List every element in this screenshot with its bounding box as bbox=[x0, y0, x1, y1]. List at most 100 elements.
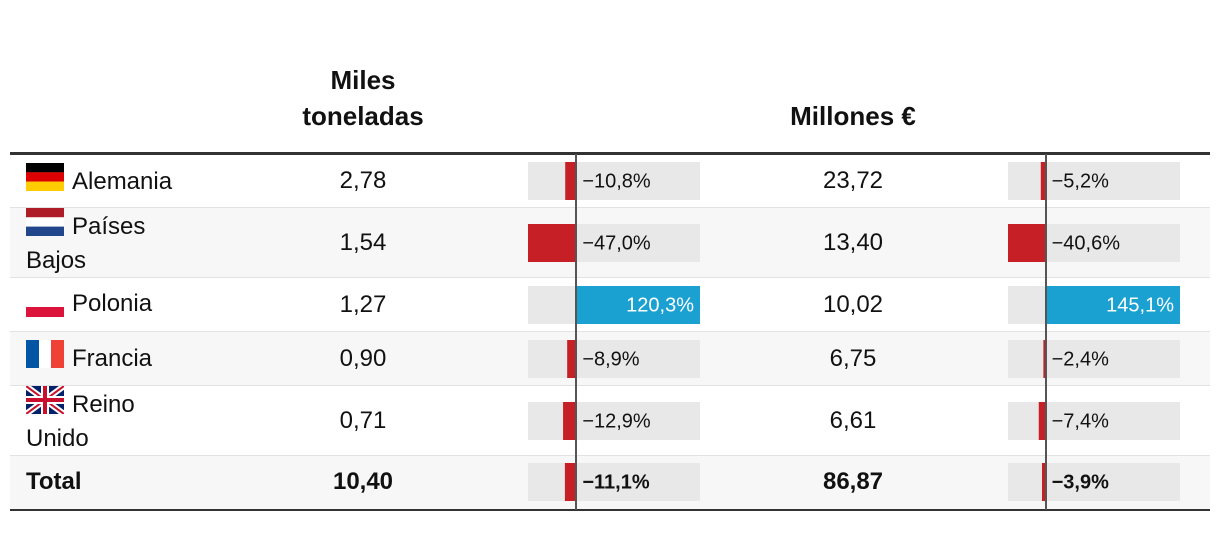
bar-chart: −10,8% bbox=[528, 162, 700, 200]
table-wrap: Miles toneladas Millones € Alemania 2,78 −… bbox=[10, 0, 1210, 511]
bar-chart: −47,0% bbox=[528, 223, 700, 262]
bar-label: −7,4% bbox=[1052, 410, 1109, 432]
bar-cell: −11,1% bbox=[496, 455, 720, 510]
bar-track bbox=[1008, 463, 1180, 502]
bar-track bbox=[1008, 401, 1180, 440]
axis-line bbox=[575, 154, 578, 208]
axis-line bbox=[1044, 385, 1047, 456]
bar-label: 120,3% bbox=[626, 294, 694, 316]
value-cell: 23,72 bbox=[822, 167, 884, 194]
country-cell: Reino Unido bbox=[10, 383, 230, 456]
value-cell: 10,40 bbox=[332, 468, 394, 496]
country: Francia bbox=[72, 345, 153, 372]
bar-cell: −5,2% bbox=[986, 154, 1210, 208]
row: Francia 0,90 −8,9% 6,75 −2,4% bbox=[10, 331, 1210, 386]
axis-line bbox=[575, 455, 578, 510]
flag bbox=[26, 290, 64, 322]
axis-line bbox=[1044, 207, 1047, 278]
country: Polonia bbox=[72, 289, 153, 317]
bar-chart: −12,9% bbox=[528, 401, 700, 440]
axis-line bbox=[575, 385, 578, 456]
value-cell: 6,61 bbox=[829, 406, 877, 434]
value-cell: 0,90 bbox=[339, 344, 387, 372]
flag bbox=[26, 208, 64, 245]
axis-line bbox=[1044, 455, 1047, 510]
bar-chart: −3,9% bbox=[1008, 463, 1180, 502]
header: Millones € bbox=[790, 101, 916, 131]
bar-chart: −11,1% bbox=[528, 463, 700, 502]
bar-label: −40,6% bbox=[1052, 232, 1121, 254]
value-cell: 2,78 bbox=[339, 167, 387, 194]
bar-cell: 120,3% bbox=[496, 277, 720, 332]
bar-cell: −40,6% bbox=[986, 207, 1210, 278]
bar-chart: −8,9% bbox=[528, 339, 700, 378]
axis-line bbox=[575, 207, 578, 278]
country-cell: Alemania bbox=[10, 154, 230, 208]
bar bbox=[567, 339, 577, 378]
country: Alemania bbox=[72, 167, 173, 195]
bar-label: −10,8% bbox=[582, 170, 651, 192]
value-cell: 0,71 bbox=[339, 406, 387, 434]
bar-track bbox=[528, 463, 700, 502]
bar-chart: −7,4% bbox=[1008, 401, 1180, 440]
row: Reino Unido 0,71 −12,9% 6,61 −7,4% bbox=[10, 383, 1210, 456]
bar-cell: −3,9% bbox=[986, 455, 1210, 510]
bar bbox=[564, 463, 577, 502]
axis-line bbox=[1044, 331, 1047, 386]
row: Total 10,40 −11,1% 86,87 −3,9% bbox=[10, 455, 1210, 510]
axis-line bbox=[1044, 277, 1047, 332]
row: Polonia 1,27 120,3% 10,02 145,1% bbox=[10, 277, 1210, 332]
value-cell: 1,27 bbox=[339, 290, 387, 318]
value-cell: 86,87 bbox=[822, 468, 884, 496]
bar-label: −2,4% bbox=[1052, 348, 1109, 370]
value-cell: 6,75 bbox=[829, 344, 877, 372]
row: Países Bajos 1,54 −47,0% 13,40 −40,6% bbox=[10, 207, 1210, 278]
country: Reino Unido bbox=[26, 391, 135, 452]
bar bbox=[1041, 463, 1046, 502]
bar bbox=[563, 401, 577, 440]
bar-chart: −5,2% bbox=[1008, 162, 1180, 200]
bar-cell: −2,4% bbox=[986, 331, 1210, 386]
flag bbox=[26, 340, 64, 377]
bar-label: −11,1% bbox=[582, 472, 650, 494]
bar-chart: −2,4% bbox=[1008, 339, 1180, 378]
country: Total bbox=[26, 468, 82, 496]
value-cell: 1,54 bbox=[339, 228, 387, 256]
bar bbox=[1040, 162, 1046, 200]
value-cell: 13,40 bbox=[822, 228, 884, 256]
header-row: Miles toneladas Millones € bbox=[10, 0, 1210, 154]
bar-track bbox=[528, 401, 700, 440]
country-cell: Polonia bbox=[10, 278, 230, 332]
bar-cell: 145,1% bbox=[986, 277, 1210, 332]
country-cell: Países Bajos bbox=[10, 208, 230, 278]
flag bbox=[24, 383, 66, 423]
country: Países Bajos bbox=[26, 213, 146, 274]
bar-track bbox=[528, 162, 700, 200]
bar-chart: 120,3% bbox=[528, 285, 700, 324]
bar bbox=[528, 223, 577, 262]
bar-label: −47,0% bbox=[582, 232, 651, 254]
country-cell: Francia bbox=[10, 332, 230, 386]
bar-chart: −40,6% bbox=[1008, 223, 1180, 262]
bar-label: −8,9% bbox=[582, 348, 639, 370]
bar bbox=[576, 285, 700, 324]
bar bbox=[1045, 285, 1180, 324]
bar-cell: −8,9% bbox=[496, 331, 720, 386]
bar-cell: −47,0% bbox=[496, 207, 720, 278]
table: Miles toneladas Millones € Alemania 2,78 −… bbox=[10, 0, 1210, 511]
bar bbox=[1043, 339, 1046, 378]
bar-track bbox=[1008, 162, 1180, 200]
bar-label: −12,9% bbox=[582, 410, 651, 432]
bar-label: −3,9% bbox=[1052, 472, 1109, 494]
bar bbox=[1008, 223, 1046, 262]
country-cell: Total bbox=[10, 456, 230, 510]
bar-track bbox=[528, 339, 700, 378]
flag bbox=[26, 162, 64, 200]
bar-label: 145,1% bbox=[1106, 294, 1174, 316]
value-cell: 10,02 bbox=[822, 290, 884, 318]
bar-track bbox=[1008, 339, 1180, 378]
bar-cell: −12,9% bbox=[496, 385, 720, 456]
bar-label: −5,2% bbox=[1052, 170, 1109, 192]
bar bbox=[565, 162, 577, 200]
